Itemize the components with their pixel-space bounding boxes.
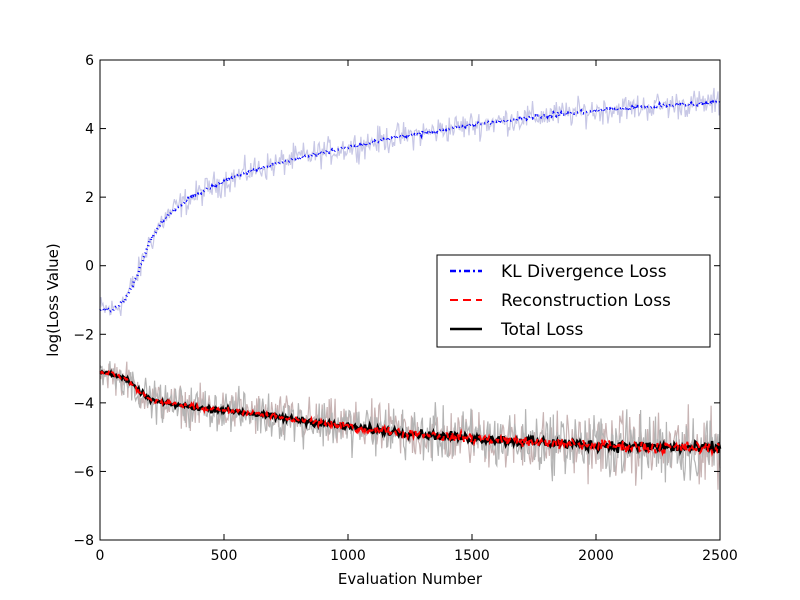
x-tick-label: 500 — [211, 548, 238, 564]
series-lines — [99, 98, 722, 457]
x-tick-label: 2500 — [702, 548, 738, 564]
legend-label-1: KL Divergence Loss — [501, 262, 667, 282]
legend: KL Divergence Loss Reconstruction Loss Tot… — [436, 254, 711, 348]
y-tick-label: −4 — [73, 396, 94, 412]
y-tick-label: −2 — [73, 327, 94, 343]
legend-label-3: Total Loss — [500, 320, 584, 340]
y-axis-ticks: −8 −6 −4 −2 0 2 4 6 — [73, 53, 720, 549]
y-tick-label: 0 — [85, 259, 94, 275]
x-tick-label: 0 — [96, 548, 105, 564]
x-tick-label: 1000 — [330, 548, 366, 564]
y-tick-label: −6 — [73, 464, 94, 480]
legend-box — [436, 254, 711, 348]
y-tick-label: 4 — [85, 122, 94, 138]
noise-band-3 — [99, 361, 721, 483]
y-tick-label: −8 — [73, 533, 94, 549]
series-line-2 — [99, 369, 721, 457]
noise-band-2 — [99, 361, 721, 490]
plot-frame — [99, 59, 721, 541]
y-tick-label: 6 — [85, 53, 94, 69]
legend-label-2: Reconstruction Loss — [501, 291, 671, 311]
y-tick-label: 2 — [85, 190, 94, 206]
x-axis-ticks: 0 500 1000 1500 2000 2500 — [96, 60, 738, 564]
y-axis-label: log(Loss Value) — [44, 243, 62, 356]
x-tick-label: 2000 — [578, 548, 614, 564]
x-axis-label: Evaluation Number — [338, 570, 483, 588]
x-tick-label: 1500 — [454, 548, 490, 564]
